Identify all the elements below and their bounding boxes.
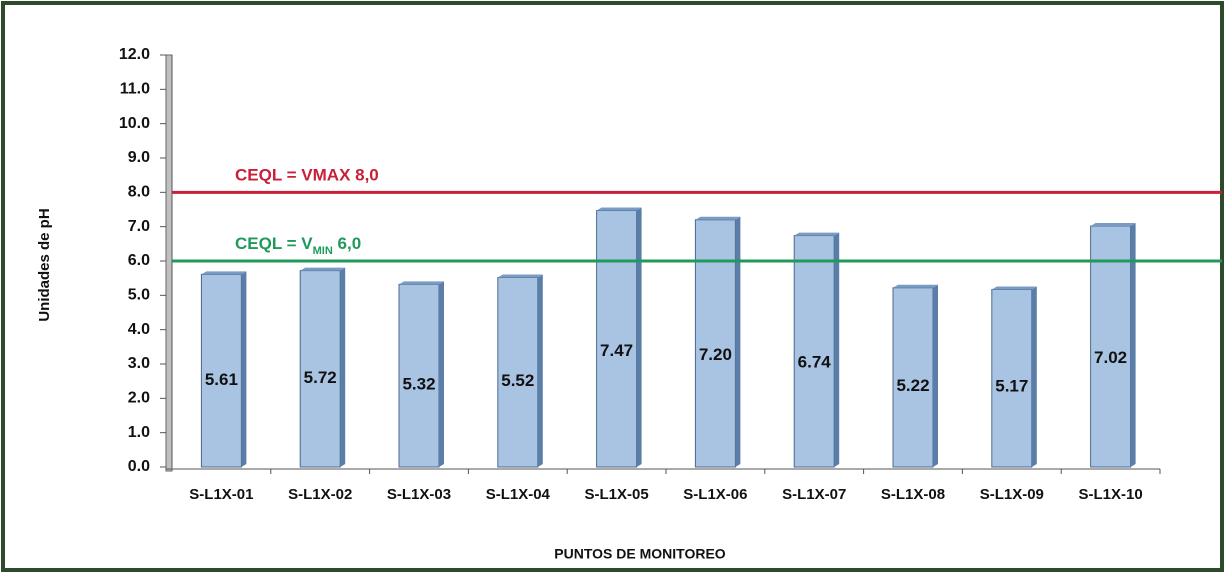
y-tick-label: 12.0: [119, 46, 150, 63]
bar: [200, 273, 242, 468]
bar: [596, 210, 638, 468]
reference-label-part: MIN: [313, 245, 333, 257]
reference-label: CEQL = VMIN 6,0: [235, 234, 361, 256]
bar-top: [497, 274, 543, 278]
bar-side: [636, 207, 642, 467]
bar: [892, 287, 934, 468]
reference-label-part: CEQL = V: [235, 234, 313, 253]
bar: [398, 283, 440, 468]
y-axis-title: Unidades de pH: [36, 208, 53, 321]
reference-label-part: 6,0: [333, 234, 361, 253]
y-tick-label: 11.0: [120, 81, 150, 98]
y-tick-label: 2.0: [128, 390, 150, 407]
bar-side: [834, 232, 840, 467]
value-label: 6.74: [798, 352, 832, 371]
bar-side: [1130, 222, 1136, 467]
value-label: 7.02: [1094, 348, 1127, 367]
y-tick-label: 5.0: [128, 287, 150, 304]
bar-top: [596, 207, 642, 211]
bar-top: [201, 271, 247, 275]
value-label: 7.47: [600, 341, 633, 360]
plot-wall: [165, 54, 173, 472]
y-tick-label: 1.0: [128, 424, 150, 441]
value-label: 5.17: [995, 377, 1028, 396]
reference-label-part: CEQL = VMAX 8,0: [235, 166, 379, 185]
bar-side: [241, 271, 247, 467]
value-label: 5.32: [402, 374, 435, 393]
x-tick-label: S-L1X-04: [486, 486, 551, 503]
x-tick-label: S-L1X-02: [288, 486, 352, 503]
bar-top: [695, 216, 741, 220]
bar-side: [340, 267, 346, 467]
y-tick-label: 4.0: [128, 321, 150, 338]
y-tick-label: 0.0: [128, 458, 150, 475]
x-tick-label: S-L1X-10: [1078, 486, 1142, 503]
y-tick-label: 7.0: [128, 218, 150, 235]
x-axis-title: PUNTOS DE MONITOREO: [554, 546, 726, 562]
value-label: 5.61: [205, 370, 238, 389]
y-tick-label: 6.0: [128, 252, 150, 269]
x-tick-label: S-L1X-03: [387, 486, 451, 503]
y-tick-label: 10.0: [119, 115, 150, 132]
bar: [299, 270, 341, 468]
bar: [497, 276, 539, 468]
x-tick-label: S-L1X-06: [683, 486, 747, 503]
y-tick-label: 8.0: [128, 184, 150, 201]
y-tick-label: 9.0: [128, 149, 150, 166]
bar-top: [991, 286, 1037, 290]
value-label: 5.72: [304, 368, 337, 387]
reference-label: CEQL = VMAX 8,0: [235, 166, 379, 185]
bar: [694, 219, 736, 468]
x-tick-label: S-L1X-09: [980, 486, 1044, 503]
y-tick-label: 3.0: [128, 355, 150, 372]
x-tick-label: S-L1X-08: [881, 486, 945, 503]
bar-top: [399, 281, 444, 285]
value-label: 7.20: [699, 345, 732, 364]
bar-side: [439, 281, 444, 467]
value-label: 5.22: [896, 376, 929, 395]
bar: [793, 235, 835, 468]
bar-top: [300, 267, 346, 271]
bar-side: [735, 216, 741, 467]
bar-top: [893, 284, 938, 288]
value-label: 5.52: [501, 371, 534, 390]
x-tick-label: S-L1X-07: [782, 486, 846, 503]
bar-top: [1090, 222, 1136, 226]
bar-side: [537, 274, 543, 467]
bar-top: [794, 232, 840, 236]
bar-side: [1031, 286, 1037, 467]
bar-side: [933, 284, 938, 467]
x-tick-label: S-L1X-01: [189, 486, 253, 503]
x-tick-label: S-L1X-05: [584, 486, 648, 503]
